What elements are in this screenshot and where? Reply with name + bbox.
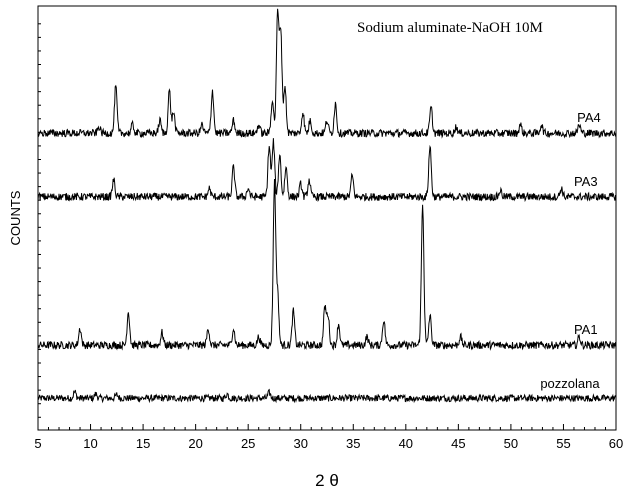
- x-tick-label: 15: [136, 436, 150, 451]
- x-tick-label: 35: [346, 436, 360, 451]
- x-tick-label: 30: [293, 436, 307, 451]
- y-axis-title: COUNTS: [8, 190, 23, 245]
- tick-group: [37, 23, 617, 430]
- x-tick-label: 25: [241, 436, 255, 451]
- series-line-pa4: [37, 8, 617, 139]
- x-tick-label: 45: [451, 436, 465, 451]
- plot-frame: [37, 5, 617, 431]
- chart-title: Sodium aluminate-NaOH 10M: [357, 20, 543, 36]
- series-label-pa3: PA3: [574, 174, 598, 189]
- x-tick-label: 50: [504, 436, 518, 451]
- x-tick-labels: 5 10 15 20 25 30 35 40 45 50 55 60: [34, 436, 623, 451]
- series-label-pa1: PA1: [574, 322, 598, 337]
- series-line-pa1: [37, 178, 617, 351]
- x-tick-label: 40: [399, 436, 413, 451]
- x-tick-label: 55: [556, 436, 570, 451]
- series-labels: pozzolana PA1 PA3 PA4: [540, 110, 600, 391]
- series-line-pa3: [37, 138, 616, 203]
- series-group: [37, 8, 617, 404]
- x-axis-title: 2 θ: [315, 471, 339, 490]
- series-label-pa4: PA4: [577, 110, 601, 125]
- x-tick-label: 20: [188, 436, 202, 451]
- series-label-pozzolana: pozzolana: [540, 376, 600, 391]
- series-line-pozzolana: [37, 388, 617, 404]
- x-tick-label: 5: [34, 436, 41, 451]
- x-tick-label: 10: [83, 436, 97, 451]
- x-tick-label: 60: [609, 436, 623, 451]
